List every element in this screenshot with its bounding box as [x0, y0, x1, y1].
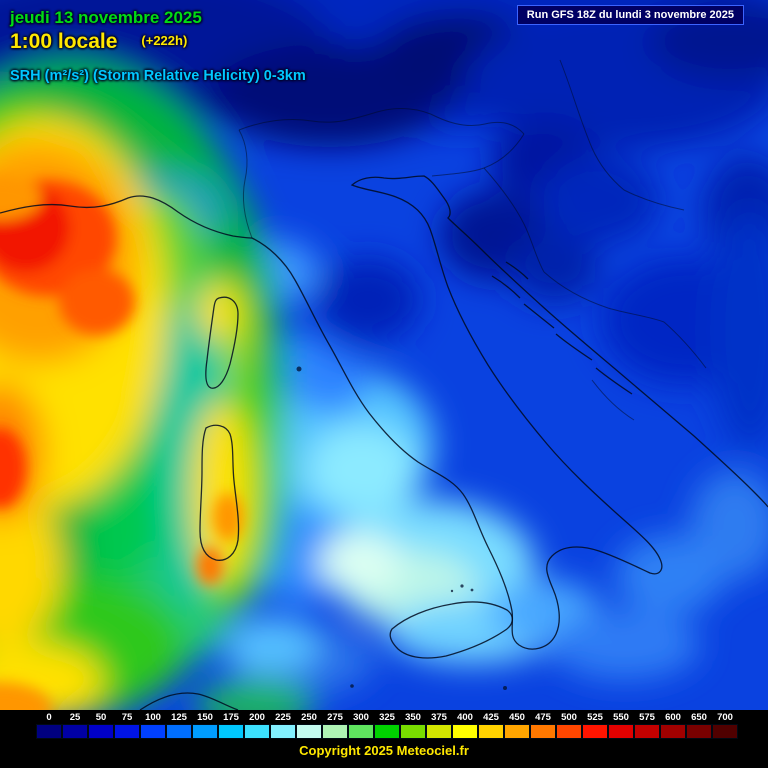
- legend-swatch: [608, 724, 634, 739]
- legend-cell: 300: [348, 712, 374, 739]
- legend-value: 475: [535, 712, 551, 723]
- legend-value: 175: [223, 712, 239, 723]
- legend-value: 25: [69, 712, 81, 723]
- legend-swatch: [88, 724, 114, 739]
- legend-value: 275: [327, 712, 343, 723]
- country-borders: [238, 59, 707, 421]
- legend-value: 150: [197, 712, 213, 723]
- legend-cell: 450: [504, 712, 530, 739]
- legend-swatch: [426, 724, 452, 739]
- legend-swatch: [452, 724, 478, 739]
- legend-value: 550: [613, 712, 629, 723]
- legend-cell: 400: [452, 712, 478, 739]
- legend-swatch: [114, 724, 140, 739]
- parameter-label: SRH (m²/s²) (Storm Relative Helicity) 0-…: [10, 68, 306, 84]
- legend-swatch: [296, 724, 322, 739]
- legend-value: 400: [457, 712, 473, 723]
- legend-swatch: [192, 724, 218, 739]
- legend-cell: 350: [400, 712, 426, 739]
- legend-value: 600: [665, 712, 681, 723]
- legend-swatch: [634, 724, 660, 739]
- legend-swatch: [504, 724, 530, 739]
- legend-value: 575: [639, 712, 655, 723]
- legend-cell: 375: [426, 712, 452, 739]
- forecast-offset: (+222h): [141, 33, 188, 48]
- legend-value: 500: [561, 712, 577, 723]
- legend-value: 425: [483, 712, 499, 723]
- legend-swatch: [478, 724, 504, 739]
- legend-cell: 325: [374, 712, 400, 739]
- legend-value: 200: [249, 712, 265, 723]
- legend-swatch: [400, 724, 426, 739]
- legend-swatch: [556, 724, 582, 739]
- legend-value: 450: [509, 712, 525, 723]
- srh-map: jeudi 13 novembre 2025 1:00 locale (+222h…: [0, 0, 768, 710]
- legend-swatch: [348, 724, 374, 739]
- legend-value: 0: [46, 712, 52, 723]
- color-scale-legend: 0 25 50 75 100 125 150 175 200 225 250 275 300 325 350…: [0, 710, 768, 768]
- copyright: Copyright 2025 Meteociel.fr: [299, 743, 469, 758]
- forecast-time-line: 1:00 locale (+222h): [10, 30, 187, 54]
- small-islands: [296, 366, 507, 690]
- legend-cell: 650: [686, 712, 712, 739]
- legend-value: 350: [405, 712, 421, 723]
- legend-value: 125: [171, 712, 187, 723]
- legend-cell: 125: [166, 712, 192, 739]
- local-time: 1:00 locale: [10, 30, 118, 53]
- legend-swatch: [660, 724, 686, 739]
- legend-cell: 25: [62, 712, 88, 739]
- legend-swatch: [374, 724, 400, 739]
- legend-value: 525: [587, 712, 603, 723]
- legend-cell: 200: [244, 712, 270, 739]
- legend-cell: 575: [634, 712, 660, 739]
- legend-value: 700: [717, 712, 733, 723]
- legend-cell: 425: [478, 712, 504, 739]
- legend-cell: 250: [296, 712, 322, 739]
- legend-swatch: [140, 724, 166, 739]
- forecast-date: jeudi 13 novembre 2025: [10, 8, 202, 27]
- legend-value: 250: [301, 712, 317, 723]
- legend-value: 375: [431, 712, 447, 723]
- map-canvas: [0, 0, 768, 710]
- legend-value: 100: [145, 712, 161, 723]
- legend-swatch: [36, 724, 62, 739]
- legend-swatch: [166, 724, 192, 739]
- legend-value: 75: [121, 712, 133, 723]
- legend-swatch: [712, 724, 738, 739]
- legend-swatch: [686, 724, 712, 739]
- legend-swatch: [62, 724, 88, 739]
- legend-value: 650: [691, 712, 707, 723]
- legend-value: 300: [353, 712, 369, 723]
- legend-swatch: [322, 724, 348, 739]
- legend-cell: 500: [556, 712, 582, 739]
- legend-cell: 600: [660, 712, 686, 739]
- legend-value: 325: [379, 712, 395, 723]
- legend-cell: 225: [270, 712, 296, 739]
- run-info-box: Run GFS 18Z du lundi 3 novembre 2025: [516, 5, 744, 25]
- srh-field-cores: [0, 176, 243, 710]
- legend-scale: 0 25 50 75 100 125 150 175 200 225 250 275 300 325 350…: [36, 712, 738, 739]
- legend-value: 50: [95, 712, 107, 723]
- legend-cell: 475: [530, 712, 556, 739]
- legend-value: 225: [275, 712, 291, 723]
- legend-cell: 700: [712, 712, 738, 739]
- legend-swatch: [530, 724, 556, 739]
- legend-cell: 550: [608, 712, 634, 739]
- legend-cell: 75: [114, 712, 140, 739]
- legend-cell: 0: [36, 712, 62, 739]
- legend-cell: 150: [192, 712, 218, 739]
- legend-cell: 50: [88, 712, 114, 739]
- legend-swatch: [218, 724, 244, 739]
- legend-cell: 275: [322, 712, 348, 739]
- legend-cell: 525: [582, 712, 608, 739]
- legend-swatch: [244, 724, 270, 739]
- legend-cell: 175: [218, 712, 244, 739]
- legend-swatch: [582, 724, 608, 739]
- coastlines: [0, 175, 768, 710]
- legend-cell: 100: [140, 712, 166, 739]
- legend-swatch: [270, 724, 296, 739]
